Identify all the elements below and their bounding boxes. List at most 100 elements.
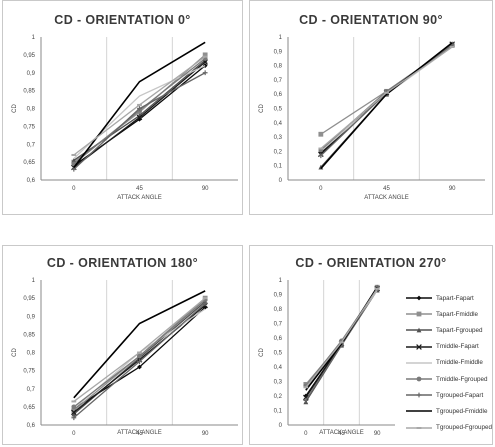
- series-line: [305, 286, 378, 385]
- y-tick-label: 0,8: [27, 107, 36, 113]
- legend-label: Tgrouped-Fmiddle: [436, 407, 488, 415]
- chart-panel-orientation-90: CD - ORIENTATION 90° 0 0,1 0,2 0,3 0,4 0,5 0,6…: [249, 0, 493, 215]
- legend-marker: [416, 376, 422, 382]
- data-point: [137, 359, 142, 364]
- y-tick-label: 0,9: [274, 49, 283, 55]
- y-axis-label: CD: [259, 348, 265, 357]
- chart-orientation-270: 0 0,1 0,2 0,3 0,4 0,5 0,6 0,7 0,8 0,9 1 0 45 90 ATTACK…: [259, 278, 395, 437]
- y-tick-label: 0,5: [274, 107, 283, 113]
- y-axis-label: CD: [12, 104, 18, 113]
- x-tick-label: 45: [136, 186, 143, 192]
- y-tick-label: 0,85: [23, 332, 35, 338]
- y-tick-label: 0,6: [274, 336, 283, 342]
- x-tick-label: 90: [449, 186, 456, 192]
- legend-swatch: [406, 311, 432, 317]
- y-tick-label: 0,95: [23, 53, 35, 59]
- y-tick-label: 0,6: [274, 92, 283, 98]
- data-point: [318, 153, 324, 159]
- legend-label: Tgrouped-Fgrouped: [436, 424, 493, 432]
- x-tick-label: 90: [202, 431, 209, 437]
- chart-orientation-0: 0,6 0,65 0,7 0,75 0,8 0,85 0,9 0,95 1 0 45 90 ATTACK…: [12, 35, 238, 201]
- chart-title: CD - ORIENTATION 270°: [295, 256, 447, 270]
- x-axis-label: ATTACK ANGLE: [117, 195, 161, 201]
- y-tick-label: 0,1: [274, 164, 283, 170]
- legend-swatch: [406, 295, 432, 301]
- legend-swatch: [406, 426, 432, 429]
- legend-label: Tapart-Fmiddle: [436, 310, 478, 318]
- legend-label: Tmiddle-Fapart: [436, 343, 479, 351]
- y-axis-label: CD: [259, 104, 265, 113]
- x-tick-label: 45: [338, 431, 345, 437]
- data-point: [318, 131, 324, 137]
- y-tick-label: 0,65: [23, 160, 35, 166]
- chart-orientation-90: 0 0,1 0,2 0,3 0,4 0,5 0,6 0,7 0,8 0,9 1 0 45 90 ATTACK…: [259, 35, 485, 201]
- y-tick-label: 1: [32, 278, 36, 284]
- legend-swatch: [406, 343, 432, 350]
- data-point: [71, 415, 77, 421]
- y-tick-label: 0,2: [274, 149, 283, 155]
- y-axis-label: CD: [12, 348, 18, 357]
- chart-panel-orientation-270: CD - ORIENTATION 270° 0 0,1 0,2 0,3 0,4 0,5 0,…: [249, 245, 493, 445]
- series-line: [320, 45, 453, 168]
- legend-marker: [416, 392, 422, 398]
- y-tick-label: 0,1: [274, 409, 283, 415]
- y-tick-label: 0: [279, 178, 283, 184]
- y-tick-label: 1: [279, 278, 283, 284]
- legend-item: Tapart-Fgrouped: [404, 322, 495, 338]
- legend-marker: [416, 343, 422, 350]
- data-point: [71, 409, 77, 416]
- data-point: [71, 411, 77, 417]
- series-line: [320, 46, 453, 150]
- data-point: [303, 393, 309, 399]
- y-tick-label: 0,9: [274, 293, 283, 299]
- legend-label: Tgrouped-Fapart: [436, 391, 484, 399]
- data-point: [202, 301, 208, 306]
- y-tick-label: 0,6: [27, 178, 36, 184]
- data-point: [137, 106, 142, 111]
- legend-marker: [416, 311, 422, 317]
- data-point: [202, 52, 208, 58]
- y-tick-label: 0,3: [274, 135, 283, 141]
- y-tick-label: 0,7: [27, 387, 36, 393]
- y-tick-label: 0,95: [23, 296, 35, 302]
- y-tick-label: 0,65: [23, 405, 35, 411]
- data-point: [71, 408, 77, 413]
- legend-item: Tgrouped-Fgrouped: [404, 420, 495, 436]
- y-tick-label: 1: [32, 35, 36, 41]
- y-tick-label: 0,7: [27, 142, 36, 148]
- legend-label: Tapart-Fapart: [436, 294, 474, 302]
- chart-legend: Tapart-Fapart Tapart-Fmiddle Tapart-Fgro…: [404, 290, 495, 436]
- legend-marker: [416, 328, 422, 333]
- data-point: [137, 353, 142, 359]
- y-tick-label: 0,75: [23, 369, 35, 375]
- legend-item: Tgrouped-Fapart: [404, 387, 495, 403]
- y-tick-label: 0,7: [274, 78, 283, 84]
- x-tick-label: 0: [72, 186, 76, 192]
- legend-label: Tmiddle-Fmiddle: [436, 359, 483, 367]
- data-point: [136, 114, 143, 121]
- data-point: [202, 70, 208, 76]
- data-point: [71, 404, 77, 410]
- x-tick-label: 0: [319, 186, 323, 192]
- legend-label: Tmiddle-Fgrouped: [436, 375, 488, 383]
- legend-label: Tapart-Fgrouped: [436, 326, 483, 334]
- legend-swatch: [406, 362, 432, 364]
- y-tick-label: 0,9: [27, 314, 36, 320]
- data-point: [71, 157, 77, 163]
- data-point: [71, 166, 77, 172]
- x-tick-label: 45: [383, 186, 390, 192]
- legend-item: Tmiddle-Fgrouped: [404, 371, 495, 387]
- x-axis-label: ATTACK ANGLE: [319, 430, 363, 436]
- y-tick-label: 0,75: [23, 124, 35, 130]
- y-tick-label: 0,85: [23, 89, 35, 95]
- data-point: [137, 116, 142, 122]
- y-tick-label: 0,6: [27, 423, 36, 429]
- x-tick-label: 90: [374, 431, 381, 437]
- x-axis-label: ATTACK ANGLE: [117, 430, 161, 436]
- chart-title: CD - ORIENTATION 180°: [46, 256, 199, 270]
- chart-title: CD - ORIENTATION 90°: [299, 13, 443, 27]
- y-tick-label: 0,7: [274, 322, 283, 328]
- series-line: [73, 297, 206, 402]
- x-tick-label: 45: [136, 431, 143, 437]
- legend-item: Tgrouped-Fmiddle: [404, 403, 495, 419]
